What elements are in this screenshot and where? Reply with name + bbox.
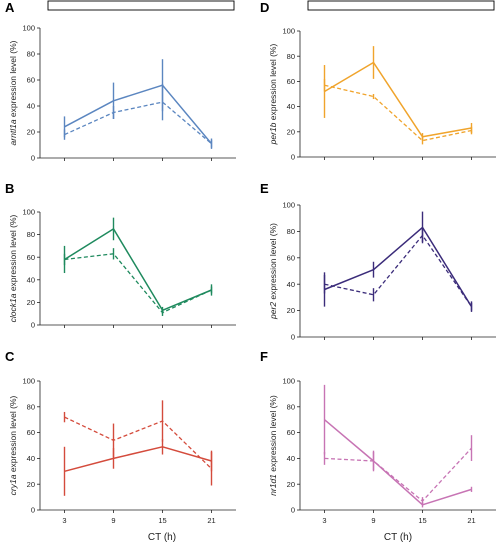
y-axis-label: cry1a expression level (%) (8, 395, 18, 495)
y-axis-label-gene: clock1a (8, 293, 18, 322)
series-line-solid (324, 419, 472, 506)
y-tick-label: 100 (22, 24, 35, 33)
panel-letter: C (5, 349, 15, 364)
y-tick-label: 60 (27, 428, 35, 437)
x-tick-label: 9 (371, 516, 375, 525)
series-line-solid (64, 228, 212, 312)
series-line-dashed (64, 416, 212, 470)
y-axis-label-gene: arntl1a (8, 119, 18, 145)
y-tick-label: 60 (27, 76, 35, 85)
y-tick-label: 40 (287, 280, 295, 289)
series-line-solid (324, 226, 473, 307)
y-axis-label-gene: per2 (268, 302, 278, 320)
y-axis-label: per2 expression level (%) (268, 223, 278, 320)
y-axis-label: arntl1a expression level (%) (8, 40, 18, 145)
y-tick-label: 40 (287, 454, 295, 463)
y-tick-label: 0 (31, 321, 35, 330)
x-tick-label: 15 (158, 516, 166, 525)
y-tick-label: 100 (282, 377, 295, 386)
y-axis-label: nr1d1 expression level (%) (268, 395, 278, 496)
y-axis-label: clock1a expression level (%) (8, 214, 18, 322)
chart-panel-b: B 0 20 40 60 80 100 clock1a expression level (%… (5, 181, 236, 330)
y-tick-label: 80 (287, 52, 295, 61)
y-tick-label: 40 (27, 454, 35, 463)
chart-panel-f: F 0 20 40 60 80 100 3 9 15 21 nr1d1 expression leve… (260, 349, 496, 525)
series-line-dashed (324, 234, 473, 307)
panel-letter: B (5, 181, 14, 196)
panel-letter: E (260, 181, 269, 196)
y-tick-label: 40 (27, 275, 35, 284)
chart-panel-d: D 0 20 40 60 80 100 per1b expression level (%) (260, 0, 496, 162)
y-axis-label-suffix: expression level (%) (268, 395, 278, 474)
y-tick-label: 60 (287, 253, 295, 262)
y-tick-label: 100 (282, 27, 295, 36)
x-tick-label: 3 (322, 516, 326, 525)
x-tick-label: 21 (207, 516, 215, 525)
x-axis-label-right: CT (h) (384, 532, 412, 543)
series-line-solid (64, 446, 212, 473)
series-line-solid (64, 84, 213, 145)
chart-panel-c: C 0 20 40 60 80 100 3 9 15 21 cry1a expression leve… (5, 349, 236, 525)
y-tick-label: 20 (27, 298, 35, 307)
series-line-solid (324, 61, 472, 138)
y-tick-label: 60 (287, 77, 295, 86)
x-axis-label-left: CT (h) (148, 532, 176, 543)
x-tick-label: 15 (418, 516, 426, 525)
y-tick-label: 40 (287, 102, 295, 111)
y-tick-label: 60 (27, 253, 35, 262)
panel-letter: D (260, 0, 269, 15)
light-dark-bar (307, 0, 495, 11)
y-tick-label: 80 (287, 227, 295, 236)
panels-group: A 0 20 40 60 80 100 arntl1a expression level (%… (5, 0, 496, 525)
y-tick-label: 60 (287, 428, 295, 437)
y-tick-label: 0 (291, 153, 295, 162)
y-tick-label: 80 (27, 50, 35, 59)
series-line-dashed (64, 101, 212, 145)
series-line-dashed (324, 447, 472, 502)
y-axis-label-suffix: expression level (%) (268, 44, 278, 123)
y-axis-label-suffix: expression level (%) (8, 214, 18, 293)
x-tick-label: 21 (467, 516, 475, 525)
y-tick-label: 100 (22, 377, 35, 386)
light-dark-bar (47, 0, 235, 11)
y-tick-label: 0 (31, 154, 35, 163)
y-tick-label: 100 (282, 201, 295, 210)
y-tick-label: 80 (287, 402, 295, 411)
y-tick-label: 0 (31, 506, 35, 515)
y-tick-label: 20 (27, 480, 35, 489)
x-tick-label: 3 (62, 516, 66, 525)
y-tick-label: 0 (291, 333, 295, 342)
chart-panel-e: E 0 20 40 60 80 100 per2 expression level (%) (260, 181, 496, 342)
y-tick-label: 40 (27, 102, 35, 111)
panel-letter: F (260, 349, 268, 364)
y-axis-label-suffix: expression level (%) (268, 223, 278, 302)
y-axis-label-gene: cry1a (8, 474, 18, 495)
y-tick-label: 20 (287, 480, 295, 489)
y-axis-label-gene: nr1d1 (268, 474, 278, 496)
y-tick-label: 20 (287, 306, 295, 315)
y-axis-label: per1b expression level (%) (268, 44, 278, 146)
y-axis-label-suffix: expression level (%) (8, 395, 18, 474)
x-tick-label: 9 (111, 516, 115, 525)
series-line-dashed (64, 253, 212, 314)
y-tick-label: 0 (291, 506, 295, 515)
y-tick-label: 100 (22, 208, 35, 217)
chart-panel-a: A 0 20 40 60 80 100 arntl1a expression level (%… (5, 0, 236, 163)
y-tick-label: 20 (287, 127, 295, 136)
y-axis-label-suffix: expression level (%) (8, 40, 18, 119)
y-tick-label: 20 (27, 128, 35, 137)
y-axis-label-gene: per1b (268, 122, 278, 145)
y-tick-label: 80 (27, 230, 35, 239)
panel-letter: A (5, 0, 15, 15)
y-tick-label: 80 (27, 402, 35, 411)
